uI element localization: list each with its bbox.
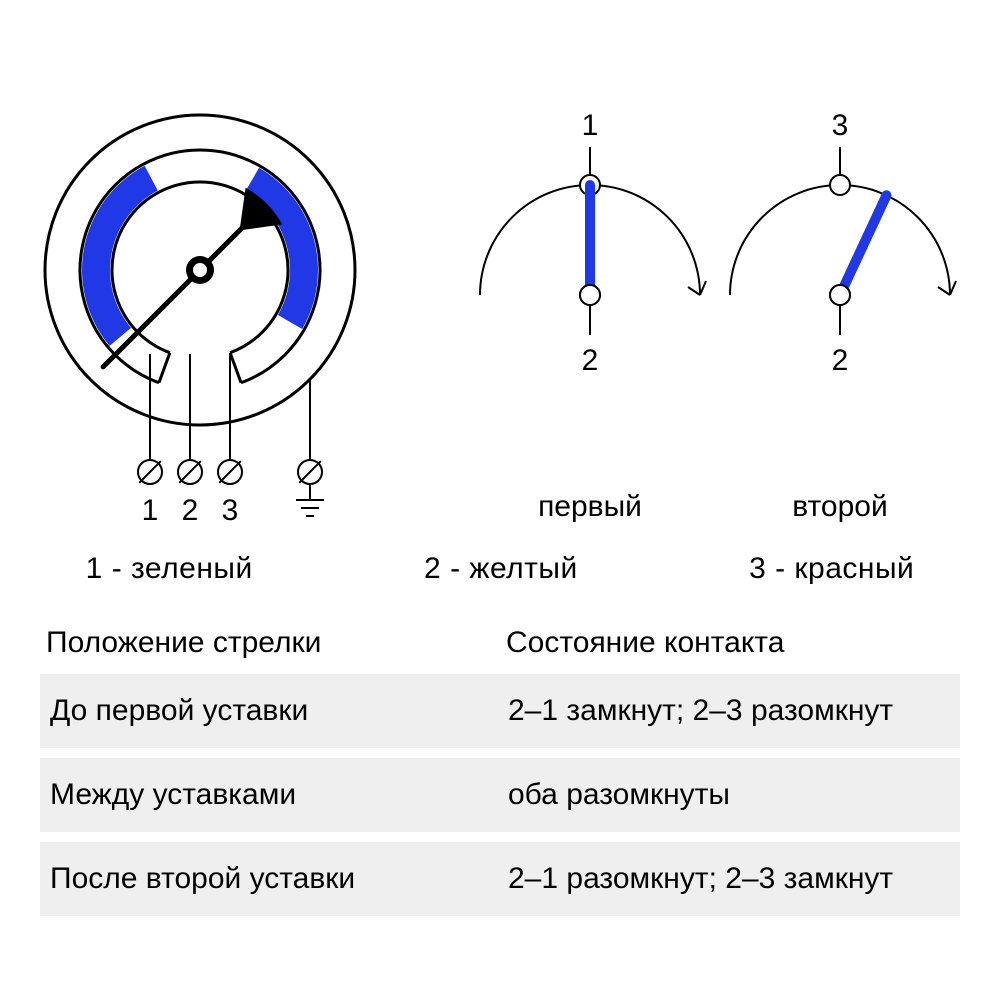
svg-text:1: 1	[582, 109, 599, 142]
svg-text:3: 3	[222, 494, 239, 527]
gauge-diagram: 123	[0, 40, 420, 540]
svg-text:2: 2	[182, 494, 199, 527]
legend-item: 2 - желтый	[424, 552, 578, 586]
contacts-diagram: 2 1 2 3	[420, 40, 1000, 520]
table-cell-state: 2–1 замкнут; 2–3 разомкнут	[502, 694, 960, 728]
table-cell-position: Между уставками	[40, 778, 502, 812]
table-row: Между уставкамиоба разомкнуты	[40, 758, 960, 832]
contact-first-caption: первый	[538, 490, 642, 524]
table-cell-state: 2–1 разомкнут; 2–3 замкнут	[502, 862, 960, 896]
table-cell-state: оба разомкнуты	[502, 778, 960, 812]
color-legend: 1 - зеленый 2 - желтый 3 - красный	[0, 552, 1000, 586]
svg-text:1: 1	[142, 494, 159, 527]
table-header-state: Состояние контакта	[500, 626, 960, 660]
table-header-row: Положение стрелки Состояние контакта	[40, 612, 960, 674]
table-header-position: Положение стрелки	[40, 626, 500, 660]
legend-item: 1 - зеленый	[86, 552, 253, 586]
table-row: После второй уставки2–1 разомкнут; 2–3 з…	[40, 842, 960, 916]
svg-text:3: 3	[832, 109, 849, 142]
table-row: До первой уставки2–1 замкнут; 2–3 разомк…	[40, 674, 960, 748]
svg-text:2: 2	[832, 344, 849, 377]
table-cell-position: После второй уставки	[40, 862, 502, 896]
table-cell-position: До первой уставки	[40, 694, 502, 728]
contact-second-caption: второй	[792, 490, 888, 524]
legend-item: 3 - красный	[749, 552, 914, 586]
figure-root: { "colors": { "stroke": "#000000", "acce…	[0, 0, 1000, 1000]
svg-text:2: 2	[582, 344, 599, 377]
state-table: Положение стрелки Состояние контакта До …	[40, 612, 960, 926]
